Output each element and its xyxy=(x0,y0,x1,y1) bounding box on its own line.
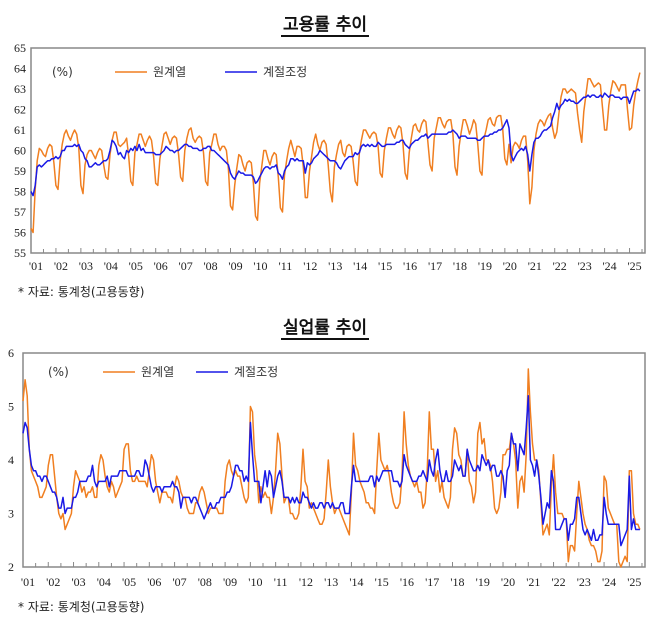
x-tick-label: '21 xyxy=(526,575,540,589)
plot-frame xyxy=(30,47,646,254)
x-tick-label: '12 xyxy=(299,575,313,589)
x-tick-label: '13 xyxy=(328,259,342,273)
plot-frame xyxy=(22,352,646,568)
x-tick-label: '10 xyxy=(253,259,267,273)
legend-label-1: 계절조정 xyxy=(234,365,278,379)
x-tick-label: '10 xyxy=(248,575,262,589)
x-tick-label: '20 xyxy=(501,575,515,589)
x-tick-label: '22 xyxy=(551,575,565,589)
y-tick-label: 55 xyxy=(14,246,26,260)
series-line-original xyxy=(22,368,641,568)
x-tick-label: '02 xyxy=(46,575,60,589)
x-tick-label: '16 xyxy=(403,259,417,273)
source-note-unemployment: * 자료: 통계청(고용동향) xyxy=(18,600,145,614)
x-tick-label: '18 xyxy=(453,259,467,273)
chart-title-unemployment: 실업률 추이 xyxy=(280,318,370,340)
x-tick-label: '23 xyxy=(578,259,592,273)
y-tick-label: 56 xyxy=(14,226,26,240)
x-tick-label: '11 xyxy=(274,575,288,589)
y-tick-label: 61 xyxy=(14,123,26,137)
x-tick-label: '14 xyxy=(353,259,367,273)
x-tick-label: '12 xyxy=(303,259,317,273)
x-tick-label: '07 xyxy=(172,575,186,589)
y-tick-label: 6 xyxy=(8,346,14,360)
x-tick-label: '25 xyxy=(627,259,641,273)
x-tick-label: '17 xyxy=(425,575,439,589)
x-tick-label: '05 xyxy=(129,259,143,273)
x-tick-label: '01 xyxy=(29,259,43,273)
y-tick-label: 60 xyxy=(14,144,26,158)
y-tick-label: 4 xyxy=(8,453,14,467)
y-tick-label: 58 xyxy=(14,185,26,199)
y-tick-label: 5 xyxy=(8,400,14,414)
chart-0: 55 56 57 58 59 60 61 62 63 64 65 '01 '02 '03 '04 '05 '06… xyxy=(14,41,646,273)
x-tick-label: '24 xyxy=(602,575,616,589)
x-tick-label: '06 xyxy=(147,575,161,589)
y-tick-label: 65 xyxy=(14,41,26,55)
x-tick-label: '07 xyxy=(179,259,193,273)
legend-label-0: 원계열 xyxy=(153,65,186,79)
x-tick-label: '13 xyxy=(324,575,338,589)
y-tick-label: 62 xyxy=(14,103,26,117)
y-tick-label: 63 xyxy=(14,82,26,96)
y-tick-label: 3 xyxy=(8,507,14,521)
series-line-original xyxy=(30,72,641,234)
x-tick-label: '05 xyxy=(122,575,136,589)
x-tick-label: '25 xyxy=(627,575,641,589)
y-tick-label: 57 xyxy=(14,205,26,219)
x-tick-label: '02 xyxy=(54,259,68,273)
x-tick-label: '01 xyxy=(21,575,35,589)
y-tick-label: 2 xyxy=(8,560,14,574)
legend-label-1: 계절조정 xyxy=(263,65,307,79)
x-tick-label: '22 xyxy=(553,259,567,273)
x-tick-label: '03 xyxy=(71,575,85,589)
x-tick-label: '20 xyxy=(503,259,517,273)
x-tick-label: '06 xyxy=(154,259,168,273)
x-tick-label: '24 xyxy=(603,259,617,273)
source-note-employment: * 자료: 통계청(고용동향) xyxy=(18,285,145,299)
x-tick-label: '04 xyxy=(97,575,111,589)
x-tick-label: '09 xyxy=(223,575,237,589)
x-tick-label: '16 xyxy=(400,575,414,589)
x-tick-label: '15 xyxy=(375,575,389,589)
series-line-seasonally-adjusted xyxy=(22,395,640,547)
x-tick-label: '15 xyxy=(378,259,392,273)
x-tick-label: '19 xyxy=(476,575,490,589)
y-tick-label: 59 xyxy=(14,164,26,178)
x-tick-label: '08 xyxy=(203,259,217,273)
x-tick-label: '23 xyxy=(577,575,591,589)
x-tick-label: '18 xyxy=(450,575,464,589)
y-tick-label: 64 xyxy=(14,62,26,76)
x-tick-label: '04 xyxy=(104,259,118,273)
x-tick-label: '21 xyxy=(528,259,542,273)
x-tick-label: '08 xyxy=(198,575,212,589)
chart-title-employment: 고용률 추이 xyxy=(280,15,370,37)
unit-label: (%) xyxy=(52,65,73,79)
legend-label-0: 원계열 xyxy=(141,365,174,379)
series-line-seasonally-adjusted xyxy=(30,88,641,197)
x-tick-label: '09 xyxy=(228,259,242,273)
unit-label: (%) xyxy=(48,365,69,379)
x-tick-label: '17 xyxy=(428,259,442,273)
x-tick-label: '03 xyxy=(79,259,93,273)
x-tick-label: '14 xyxy=(349,575,363,589)
x-tick-label: '19 xyxy=(478,259,492,273)
chart-1: 2 3 4 5 6 '01 '02 '03 '04 '05 '06 '07 '08 '09 '10 '11 '1… xyxy=(8,346,646,589)
x-tick-label: '11 xyxy=(279,259,293,273)
